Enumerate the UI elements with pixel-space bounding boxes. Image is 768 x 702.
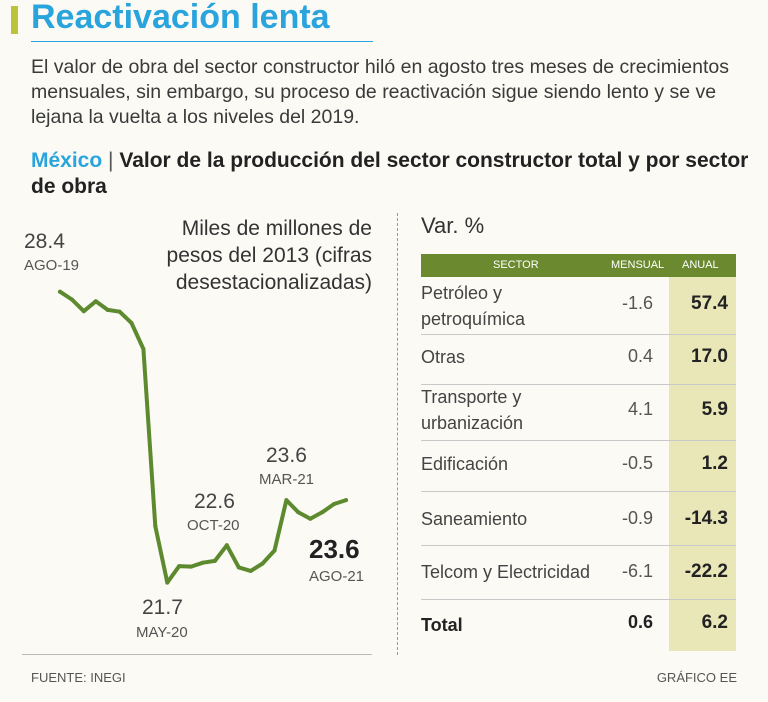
annot-value-oct20: 22.6: [194, 490, 235, 513]
series-line: [58, 289, 348, 585]
row-mensual: 0.4: [627, 346, 653, 366]
table-row: Telcom y Electricidad -6.1 -22.2: [421, 545, 736, 599]
annot-date-may20: MAY-20: [136, 624, 188, 641]
data-point-ago-20: [201, 560, 205, 565]
subtitle-text: Valor de la producción del sector constr…: [31, 149, 749, 198]
data-point-ene-20: [117, 309, 122, 314]
annot-value-mar21: 23.6: [266, 444, 307, 467]
row-anual: 57.4: [691, 293, 728, 314]
data-point-mar-20: [141, 347, 146, 352]
row-mensual: -6.1: [621, 561, 653, 581]
chart-subtitle: México | Valor de la producción del sect…: [31, 148, 751, 200]
row-sector: Petróleo y petroquímica: [421, 283, 526, 329]
annot-value-may20: 21.7: [142, 596, 183, 619]
row-mensual: 0.6: [627, 612, 653, 632]
source-note: FUENTE: INEGI: [31, 670, 126, 685]
title-accent-bar: [11, 6, 18, 34]
row-mensual: 4.1: [627, 399, 653, 419]
chart-unit-label: Miles de millones de pesos del 2013 (cif…: [166, 217, 372, 294]
data-point-dic-19: [105, 307, 110, 312]
credit-note: GRÁFICO EE: [656, 670, 737, 685]
subtitle-country: México: [31, 149, 103, 172]
row-divider: [421, 384, 736, 385]
intro-paragraph: El valor de obra del sector constructor …: [31, 56, 730, 128]
table-row: Otras 0.4 17.0: [421, 334, 736, 384]
subtitle-separator: |: [108, 149, 114, 172]
annot-value-ago21: 23.6: [309, 534, 360, 564]
data-point-ago-19: [58, 289, 62, 294]
row-anual: -14.3: [684, 508, 728, 529]
data-point-may-21: [308, 516, 313, 521]
row-anual: 17.0: [691, 346, 728, 367]
row-divider: [421, 440, 736, 441]
row-mensual: -0.5: [621, 453, 653, 473]
annot-date-ago21: AGO-21: [309, 568, 365, 585]
data-point-abr-20: [153, 524, 158, 529]
anual-column-highlight: [669, 277, 736, 651]
table-row: Saneamiento -0.9 -14.3: [421, 491, 736, 545]
data-point-nov-19: [93, 299, 98, 304]
table-row: Transporte y urbanización 4.1 5.9: [421, 384, 736, 438]
data-point-jul-20: [189, 564, 194, 569]
col-header-sector: SECTOR: [493, 259, 539, 271]
annot-date-mar21: MAR-21: [259, 471, 315, 488]
page-title: Reactivación lenta: [31, 0, 330, 36]
annot-date-oct20: OCT-20: [187, 517, 240, 534]
row-mensual: -1.6: [621, 293, 653, 313]
row-anual: 1.2: [701, 453, 728, 474]
table-row: Petróleo y petroquímica -1.6 57.4: [421, 280, 736, 334]
row-anual: 6.2: [701, 612, 728, 633]
row-divider: [421, 334, 736, 335]
data-point-jun-20: [177, 564, 182, 569]
title-underline: [31, 41, 373, 42]
data-point-sep-20: [212, 558, 217, 563]
table-row-total: Total 0.6 6.2: [421, 599, 736, 651]
row-mensual: -0.9: [621, 508, 653, 528]
col-header-mensual: MENSUAL: [611, 259, 665, 271]
row-sector: Otras: [421, 347, 466, 367]
row-divider: [421, 599, 736, 600]
row-anual: 5.9: [701, 399, 728, 420]
table-row: Edificación -0.5 1.2: [421, 440, 736, 490]
row-sector: Total: [421, 615, 463, 635]
row-sector: Saneamiento: [421, 509, 528, 529]
data-point-ago-21: [344, 498, 348, 503]
row-sector: Telcom y Electricidad: [421, 562, 591, 582]
data-point-jun-21: [320, 510, 325, 515]
row-divider: [421, 545, 736, 546]
data-point-mar-21: [284, 498, 289, 503]
data-point-jul-21: [332, 502, 337, 507]
data-point-nov-20: [236, 565, 241, 570]
chart-baseline: [22, 654, 372, 655]
data-point-sep-19: [69, 297, 74, 302]
data-point-feb-20: [129, 320, 134, 325]
data-point-feb-21: [272, 548, 277, 553]
data-point-oct-20: [224, 543, 229, 548]
section-divider: [397, 213, 398, 655]
annot-date-ago19: AGO-19: [24, 257, 80, 274]
data-point-may-20: [165, 580, 170, 585]
data-point-oct-19: [81, 309, 86, 314]
row-divider: [421, 491, 736, 492]
data-point-dic-20: [248, 568, 253, 573]
data-point-ene-21: [260, 561, 265, 566]
data-point-abr-21: [296, 510, 301, 515]
row-sector: Edificación: [421, 454, 509, 474]
row-anual: -22.2: [684, 561, 728, 582]
annot-value-ago19: 28.4: [24, 230, 65, 253]
table-title: Var. %: [421, 213, 485, 238]
row-sector: Transporte y urbanización: [421, 387, 524, 433]
table-header: SECTOR MENSUAL ANUAL: [421, 254, 736, 277]
col-header-anual: ANUAL: [682, 259, 719, 271]
